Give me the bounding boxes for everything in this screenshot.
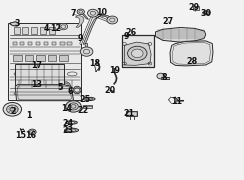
Text: 19: 19 (109, 66, 120, 75)
Text: 10: 10 (96, 8, 107, 17)
Text: 21: 21 (123, 109, 134, 118)
Text: 9: 9 (124, 32, 130, 41)
Bar (22, 27, 28, 34)
Text: 4: 4 (44, 24, 50, 33)
Ellipse shape (73, 86, 81, 94)
Polygon shape (124, 42, 151, 65)
Bar (15, 64, 64, 85)
Bar (28, 42, 32, 45)
Ellipse shape (66, 121, 77, 124)
Bar (161, 77, 169, 79)
Text: 14: 14 (61, 104, 72, 113)
Text: 24: 24 (62, 119, 74, 128)
Polygon shape (170, 41, 213, 66)
Bar (13, 42, 17, 45)
Text: 12: 12 (51, 24, 61, 33)
Bar (20, 42, 24, 45)
Text: 7: 7 (70, 9, 76, 18)
Text: 20: 20 (104, 86, 115, 95)
Polygon shape (85, 44, 88, 53)
Circle shape (77, 9, 84, 14)
Ellipse shape (61, 82, 71, 92)
Circle shape (88, 9, 98, 17)
Text: 23: 23 (62, 126, 74, 135)
Polygon shape (155, 28, 206, 42)
Bar (25, 55, 33, 61)
Bar (48, 55, 56, 61)
Text: 1: 1 (27, 111, 32, 120)
Bar (52, 42, 56, 45)
Circle shape (157, 73, 165, 79)
Bar (126, 111, 137, 116)
Text: 16: 16 (26, 130, 37, 140)
Bar (36, 55, 45, 61)
Text: 18: 18 (89, 59, 100, 68)
Circle shape (3, 102, 21, 116)
Circle shape (128, 46, 147, 60)
Bar (60, 42, 64, 45)
Bar (49, 27, 55, 34)
Text: 17: 17 (31, 61, 42, 70)
Polygon shape (78, 11, 89, 19)
Text: 13: 13 (31, 80, 42, 89)
Bar (122, 35, 153, 67)
Ellipse shape (203, 11, 210, 15)
Text: 28: 28 (187, 57, 198, 66)
Circle shape (7, 105, 18, 114)
Bar (193, 6, 199, 10)
Circle shape (10, 107, 15, 111)
Text: 8: 8 (161, 73, 167, 82)
Text: 3: 3 (14, 19, 20, 28)
Text: 9: 9 (78, 34, 83, 43)
Text: 22: 22 (77, 105, 88, 114)
Circle shape (69, 103, 78, 110)
Bar (67, 42, 72, 45)
Circle shape (107, 16, 118, 24)
Text: 25: 25 (80, 95, 91, 104)
Bar (36, 42, 40, 45)
Text: 30: 30 (200, 9, 211, 18)
Text: 27: 27 (163, 17, 174, 26)
Bar (40, 27, 46, 34)
Circle shape (66, 101, 81, 112)
Text: 29: 29 (188, 3, 199, 12)
Polygon shape (10, 22, 19, 26)
Text: 6: 6 (67, 87, 72, 96)
Bar (59, 55, 68, 61)
Polygon shape (83, 15, 113, 44)
Circle shape (132, 49, 143, 58)
Text: 5: 5 (57, 83, 63, 92)
Bar (14, 27, 20, 34)
Text: 2: 2 (10, 107, 16, 116)
Circle shape (59, 23, 68, 30)
Polygon shape (75, 15, 84, 27)
Bar (127, 112, 137, 116)
Ellipse shape (83, 97, 95, 101)
Text: 26: 26 (125, 28, 136, 37)
Polygon shape (15, 85, 73, 101)
Bar (13, 55, 21, 61)
Ellipse shape (64, 128, 79, 132)
Bar (83, 105, 92, 108)
Circle shape (80, 47, 93, 56)
Text: 11: 11 (171, 97, 182, 106)
Bar (31, 27, 37, 34)
Text: 15: 15 (15, 131, 26, 140)
Bar (44, 42, 48, 45)
Bar (8, 23, 81, 100)
Circle shape (28, 129, 36, 135)
